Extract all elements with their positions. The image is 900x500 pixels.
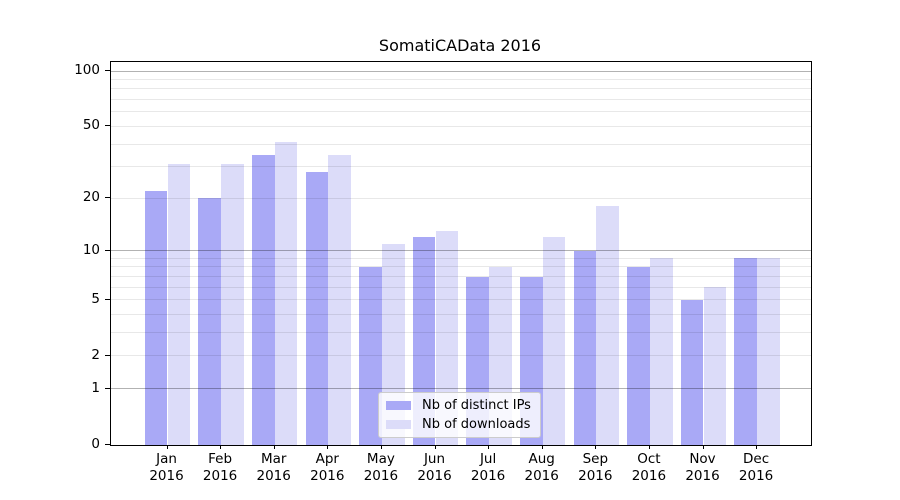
bar-mar-nb-of-downloads <box>274 142 298 445</box>
y-tick-mark <box>105 197 110 199</box>
plot-area <box>110 61 812 446</box>
x-tick-label: Dec 2016 <box>738 451 774 484</box>
bar-jan-nb-of-distinct-ips <box>144 190 168 445</box>
x-tick-label: May 2016 <box>363 451 399 484</box>
y-tick-label: 2 <box>91 346 100 363</box>
y-tick-mark <box>105 444 110 445</box>
bar-dec-nb-of-distinct-ips <box>734 258 758 445</box>
y-tick-mark <box>105 249 110 251</box>
x-tick-label: Sep 2016 <box>578 451 613 484</box>
y-tick-label: 10 <box>82 241 100 258</box>
x-tick-mark <box>702 445 704 449</box>
bar-oct-nb-of-distinct-ips <box>627 266 650 445</box>
x-tick-label: Feb 2016 <box>202 451 238 484</box>
x-tick-mark <box>756 445 758 449</box>
bar-mar-nb-of-distinct-ips <box>251 154 275 445</box>
y-tick-label: 5 <box>91 290 100 307</box>
bar-sep-nb-of-downloads <box>596 206 620 445</box>
legend-label: Nb of downloads <box>422 417 531 432</box>
x-tick-mark <box>220 445 222 449</box>
x-tick-mark <box>595 445 597 449</box>
y-tick-label: 50 <box>82 117 100 134</box>
bar-layer <box>111 62 811 445</box>
x-tick-mark <box>648 445 650 449</box>
x-tick-mark <box>327 445 329 449</box>
x-tick-label: Jul 2016 <box>470 451 506 484</box>
bar-may-nb-of-distinct-ips <box>359 266 382 445</box>
bar-nov-nb-of-downloads <box>703 287 727 445</box>
chart-title: SomatiCAData 2016 <box>378 36 542 55</box>
bar-sep-nb-of-distinct-ips <box>573 250 597 445</box>
x-tick-mark <box>541 445 543 449</box>
y-tick-mark <box>105 70 110 71</box>
x-tick-mark <box>380 445 382 449</box>
x-tick-label: Oct 2016 <box>631 451 667 484</box>
bar-aug-nb-of-downloads <box>542 237 566 445</box>
x-tick-mark <box>488 445 490 449</box>
x-tick-label: Jan 2016 <box>149 451 184 484</box>
legend-swatch <box>386 419 411 430</box>
x-tick-label: Apr 2016 <box>310 451 345 484</box>
legend-entry: Nb of downloads <box>386 417 531 432</box>
bar-jan-nb-of-downloads <box>167 164 191 445</box>
bar-oct-nb-of-downloads <box>649 258 673 445</box>
y-tick-mark <box>105 298 110 300</box>
legend-entry: Nb of distinct IPs <box>386 398 531 413</box>
bar-feb-nb-of-distinct-ips <box>198 198 222 445</box>
y-tick-mark <box>105 125 110 127</box>
y-tick-label: 20 <box>82 189 100 206</box>
x-tick-label: Mar 2016 <box>256 451 291 484</box>
x-tick-label: Aug 2016 <box>524 451 559 484</box>
bar-jun-nb-of-downloads <box>435 231 459 445</box>
legend-swatch <box>386 400 411 411</box>
y-tick-label: 100 <box>74 62 100 78</box>
bar-dec-nb-of-downloads <box>757 258 780 445</box>
bar-nov-nb-of-distinct-ips <box>680 299 704 445</box>
x-tick-label: Jun 2016 <box>417 451 452 484</box>
bar-apr-nb-of-distinct-ips <box>305 172 329 445</box>
x-tick-label: Nov 2016 <box>685 451 720 484</box>
x-tick-mark <box>434 445 436 449</box>
y-tick-label: 1 <box>91 379 100 396</box>
bar-feb-nb-of-downloads <box>221 164 244 445</box>
y-tick-mark <box>105 387 110 389</box>
y-tick-mark <box>105 354 110 356</box>
x-tick-mark <box>166 445 168 449</box>
y-tick-label: 0 <box>91 436 100 452</box>
x-tick-mark <box>273 445 275 449</box>
legend-label: Nb of distinct IPs <box>422 398 531 413</box>
bar-apr-nb-of-downloads <box>328 154 352 445</box>
legend: Nb of distinct IPs Nb of downloads <box>378 392 541 438</box>
